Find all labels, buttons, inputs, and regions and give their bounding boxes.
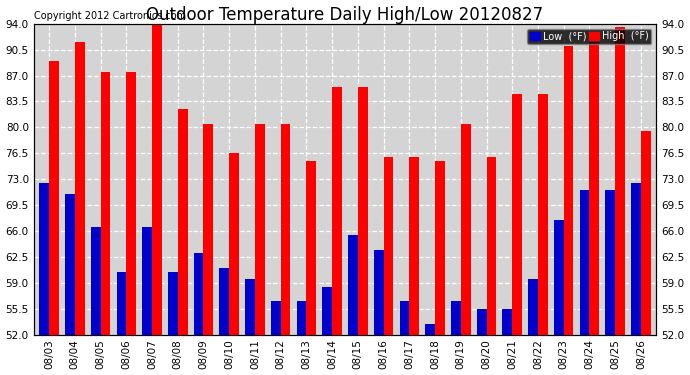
Bar bbox=[374, 249, 384, 335]
Bar bbox=[117, 272, 126, 335]
Bar bbox=[641, 131, 651, 335]
Bar bbox=[461, 124, 471, 335]
Bar bbox=[425, 324, 435, 335]
Bar bbox=[605, 190, 615, 335]
Bar bbox=[477, 309, 486, 335]
Text: Copyright 2012 Cartronics.com: Copyright 2012 Cartronics.com bbox=[34, 10, 186, 21]
Bar bbox=[229, 153, 239, 335]
Bar bbox=[451, 302, 461, 335]
Bar bbox=[564, 46, 573, 335]
Bar bbox=[348, 235, 358, 335]
Bar bbox=[194, 253, 204, 335]
Bar bbox=[554, 220, 564, 335]
Bar bbox=[409, 157, 419, 335]
Bar bbox=[297, 302, 306, 335]
Title: Outdoor Temperature Daily High/Low 20120827: Outdoor Temperature Daily High/Low 20120… bbox=[146, 6, 544, 24]
Bar bbox=[538, 94, 548, 335]
Bar bbox=[75, 42, 85, 335]
Bar bbox=[204, 124, 213, 335]
Bar bbox=[255, 124, 265, 335]
Bar bbox=[502, 309, 512, 335]
Legend: Low  (°F), High  (°F): Low (°F), High (°F) bbox=[527, 28, 651, 44]
Bar bbox=[615, 27, 625, 335]
Bar bbox=[631, 183, 641, 335]
Bar bbox=[281, 124, 290, 335]
Bar bbox=[219, 268, 229, 335]
Bar bbox=[49, 61, 59, 335]
Bar bbox=[400, 302, 409, 335]
Bar bbox=[332, 87, 342, 335]
Bar bbox=[486, 157, 496, 335]
Bar bbox=[589, 42, 599, 335]
Bar bbox=[580, 190, 589, 335]
Bar bbox=[245, 279, 255, 335]
Bar bbox=[306, 161, 316, 335]
Bar bbox=[152, 20, 161, 335]
Bar bbox=[435, 161, 445, 335]
Bar bbox=[358, 87, 368, 335]
Bar bbox=[39, 183, 49, 335]
Bar bbox=[512, 94, 522, 335]
Bar bbox=[168, 272, 178, 335]
Bar bbox=[91, 227, 101, 335]
Bar bbox=[271, 302, 281, 335]
Bar bbox=[65, 194, 75, 335]
Bar bbox=[529, 279, 538, 335]
Bar bbox=[126, 72, 136, 335]
Bar bbox=[142, 227, 152, 335]
Bar bbox=[101, 72, 110, 335]
Bar bbox=[322, 286, 332, 335]
Bar bbox=[178, 109, 188, 335]
Bar bbox=[384, 157, 393, 335]
